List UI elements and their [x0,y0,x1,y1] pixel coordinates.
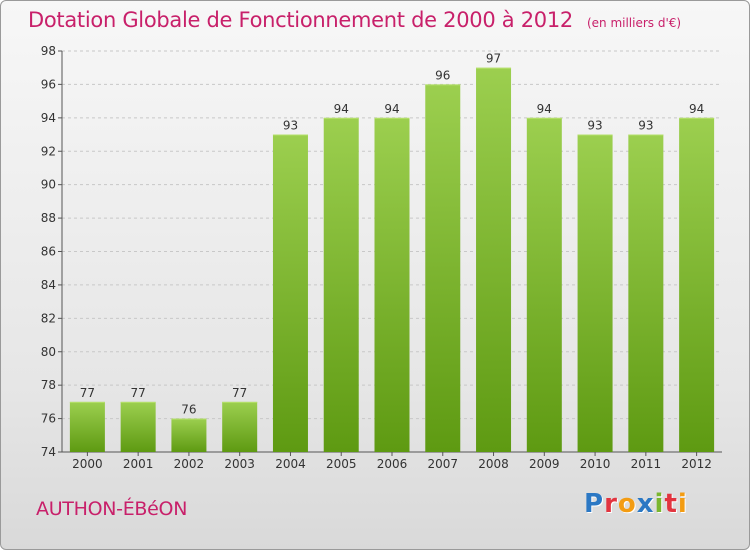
x-tick-label: 2006 [377,457,408,471]
x-tick-label: 2007 [427,457,458,471]
x-tick-label: 2001 [123,457,154,471]
y-tick-label: 86 [41,245,56,259]
proxiti-logo[interactable]: Proxiti [584,489,688,519]
bar [425,84,461,453]
commune-name: AUTHON-ÉBéON [36,498,188,520]
bar-value-label: 77 [131,386,146,400]
bar-value-label: 93 [638,119,653,133]
y-tick-label: 98 [41,44,56,58]
y-tick-label: 78 [41,378,56,392]
y-tick-label: 90 [41,178,56,192]
chart-title: Dotation Globale de Fonctionnement de 20… [28,8,681,32]
bar-value-label: 94 [384,102,399,116]
bar-value-label: 97 [486,52,501,66]
x-tick-label: 2005 [326,457,357,471]
bar [476,67,512,452]
bar-value-label: 76 [181,403,196,417]
logo-letter: P [584,489,605,519]
bar [323,117,359,452]
bar [374,117,410,452]
bar-value-label: 96 [435,68,450,82]
x-tick-label: 2011 [631,457,662,471]
bar-value-label: 77 [232,386,247,400]
y-tick-label: 96 [41,77,56,91]
bars [69,67,715,453]
y-tick-label: 82 [41,311,56,325]
y-tick-label: 94 [41,111,56,125]
x-tick-label: 2012 [681,457,712,471]
y-tick-label: 76 [41,412,56,426]
y-tick-label: 92 [41,144,56,158]
x-tick-label: 2008 [478,457,509,471]
bar [69,401,105,452]
bar [628,134,664,452]
x-tick-label: 2002 [174,457,205,471]
chart-title-text: Dotation Globale de Fonctionnement de 20… [28,8,573,32]
bar-value-label: 94 [537,102,552,116]
data-labels: 77 77 76 77 93 94 94 96 97 94 93 93 94 [80,52,705,417]
logo-letter: x [636,489,655,519]
bar-value-label: 93 [283,119,298,133]
y-tick-label: 74 [41,445,56,459]
bar [171,418,207,452]
x-tick-label: 2009 [529,457,560,471]
logo-letter: i [654,489,665,519]
x-tick-label: 2000 [72,457,103,471]
bar [526,117,562,452]
chart-subtitle: (en milliers d'€) [586,16,682,30]
x-tick-label: 2003 [224,457,255,471]
logo-letter: i [677,489,688,519]
bar-value-label: 94 [689,102,704,116]
y-tick-label: 84 [41,278,56,292]
y-tick-label: 80 [41,345,56,359]
bar-value-label: 93 [587,119,602,133]
bar [577,134,613,452]
bar-value-label: 77 [80,386,95,400]
x-tick-label: 2010 [580,457,611,471]
bar-value-label: 94 [334,102,349,116]
bar [679,117,715,452]
x-tick-label: 2004 [275,457,306,471]
logo-letter: t [664,489,678,519]
y-tick-label: 88 [41,211,56,225]
logo-letter: r [604,489,618,519]
bar [272,134,308,452]
bar [120,401,156,452]
logo-letter: o [617,489,637,519]
bar [222,401,258,452]
